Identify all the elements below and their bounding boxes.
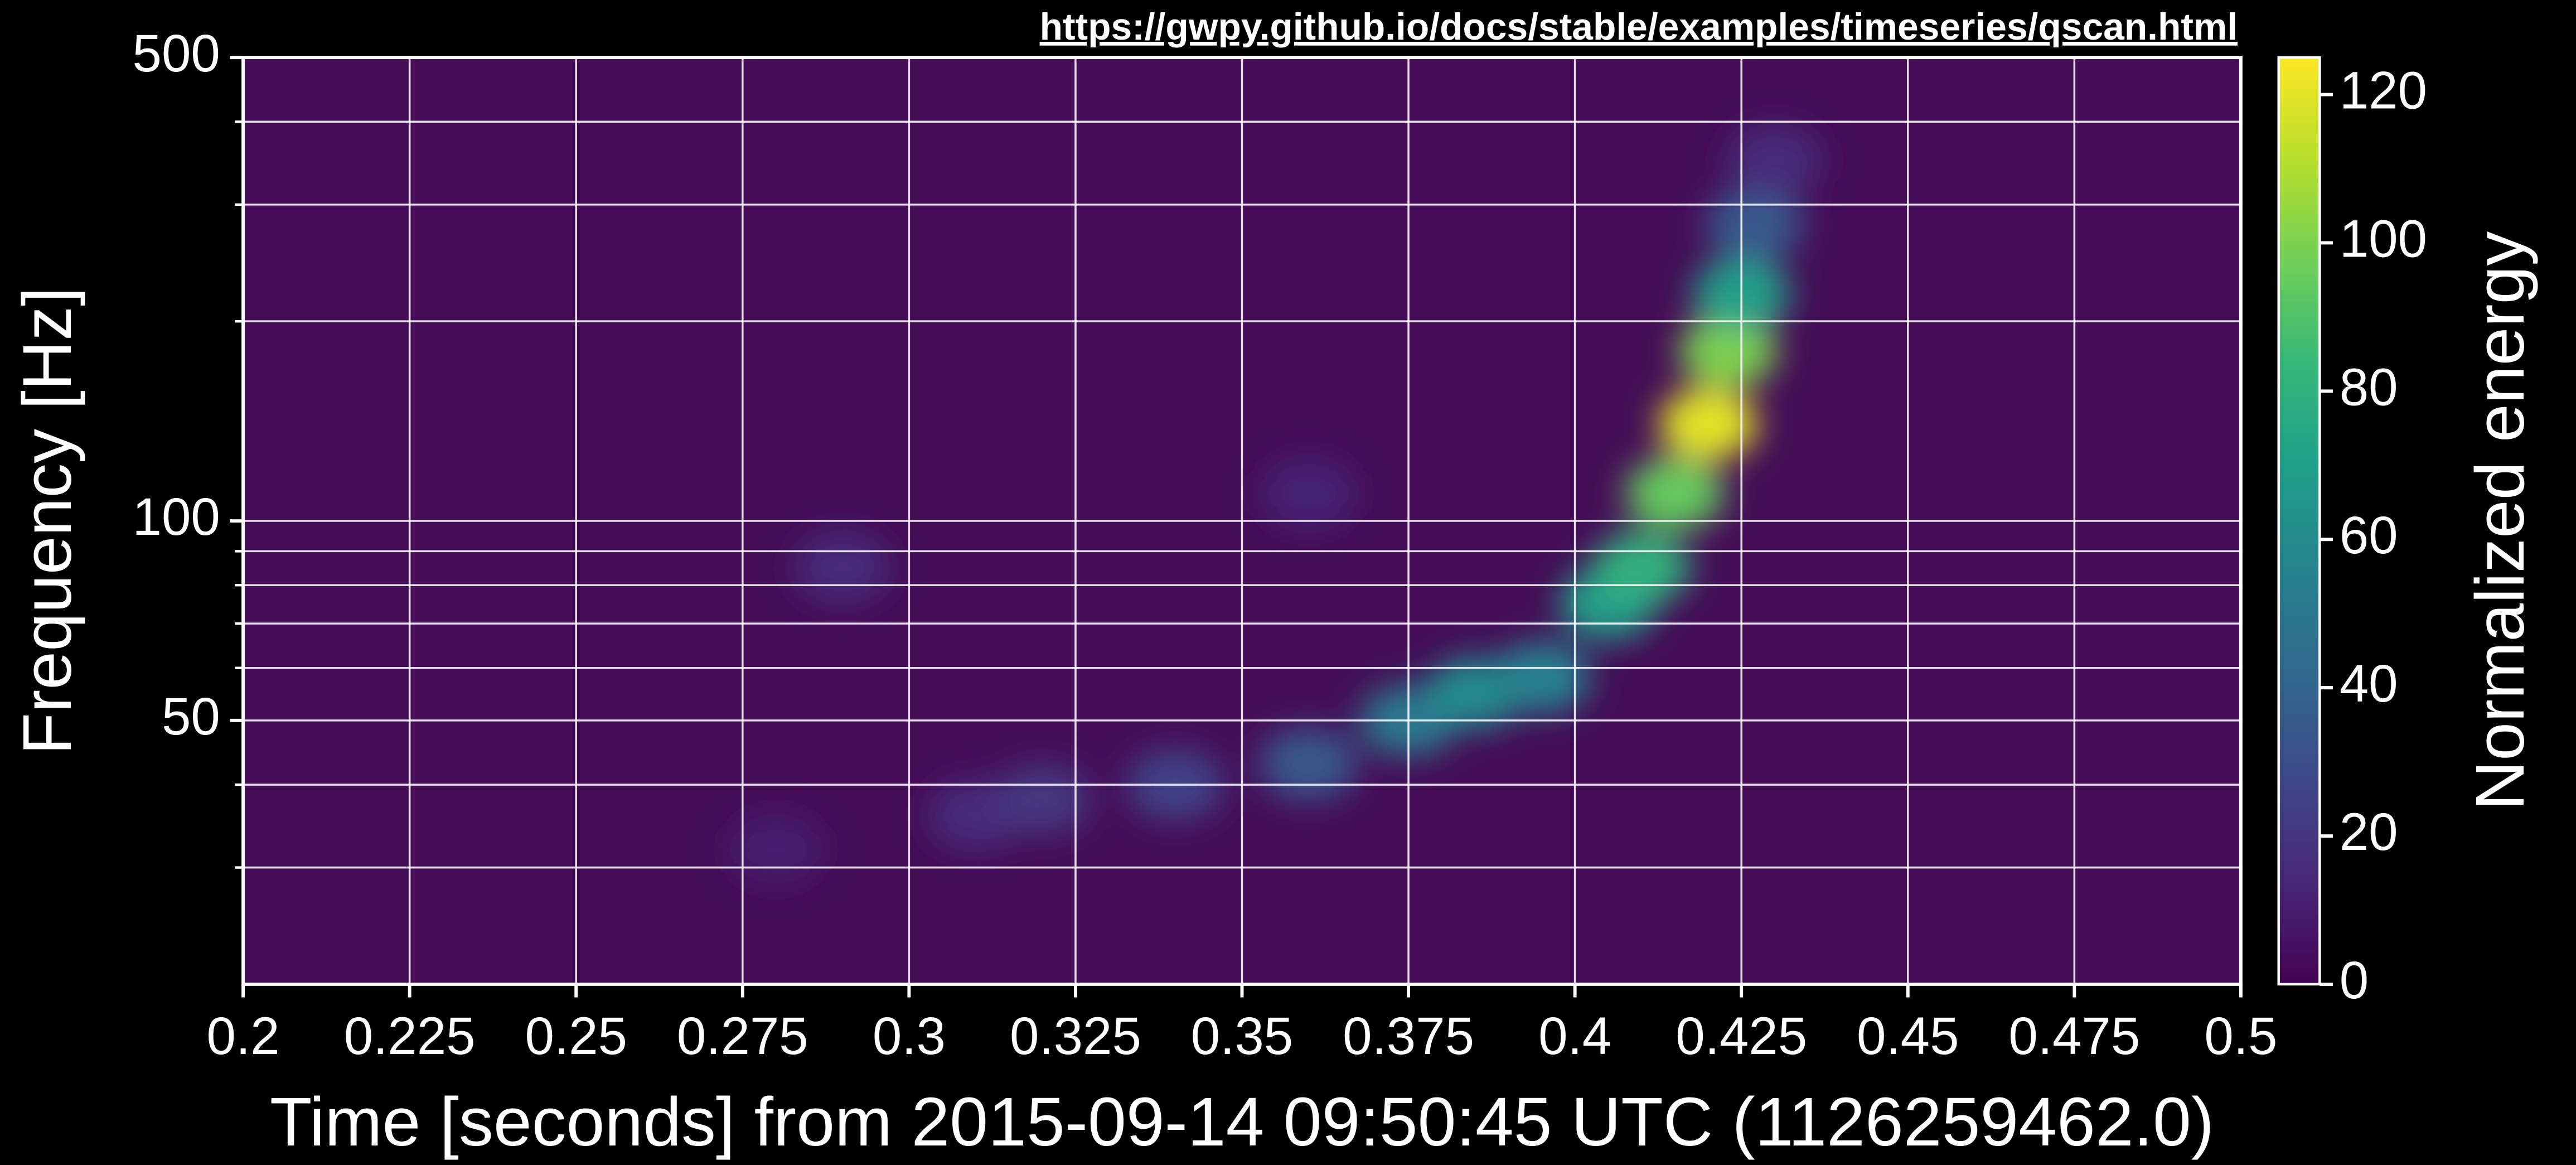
colorbar-label: Normalized energy xyxy=(2462,231,2539,811)
energy-tile xyxy=(793,531,892,604)
x-tick-label: 0.375 xyxy=(1343,1007,1474,1065)
energy-tile xyxy=(1260,457,1358,530)
energy-tile xyxy=(1592,531,1691,604)
x-tick-label: 0.325 xyxy=(1010,1007,1141,1065)
x-tick-label: 0.425 xyxy=(1676,1007,1807,1065)
y-tick-label: 50 xyxy=(162,687,220,746)
x-tick-label: 0.25 xyxy=(525,1007,627,1065)
source-url[interactable]: https://gwpy.github.io/docs/stable/examp… xyxy=(1040,6,2238,48)
x-axis-label: Time [seconds] from 2015-09-14 09:50:45 … xyxy=(270,1084,2214,1161)
x-tick-label: 0.475 xyxy=(2008,1007,2140,1065)
colorbar-tick-label: 100 xyxy=(2340,209,2427,268)
x-tick-label: 0.225 xyxy=(344,1007,476,1065)
colorbar-tick-label: 0 xyxy=(2340,951,2369,1009)
energy-tile xyxy=(1706,188,1804,261)
energy-tile xyxy=(1260,728,1358,800)
y-tick-label: 500 xyxy=(133,24,220,83)
colorbar-tick-label: 80 xyxy=(2340,357,2398,416)
x-tick-label: 0.2 xyxy=(207,1007,280,1065)
energy-tile xyxy=(1493,641,1591,714)
energy-tile xyxy=(1726,124,1824,196)
chart: https://gwpy.github.io/docs/stable/examp… xyxy=(0,0,2576,1165)
y-axis-label: Frequency [Hz] xyxy=(9,287,86,755)
x-tick-label: 0.275 xyxy=(677,1007,808,1065)
colorbar-tick-label: 20 xyxy=(2340,803,2398,861)
x-tick-label: 0.4 xyxy=(1538,1007,1611,1065)
energy-tile xyxy=(727,813,825,885)
energy-tile xyxy=(993,763,1092,836)
colorbar xyxy=(2279,57,2320,984)
colorbar-tick-label: 60 xyxy=(2340,506,2398,564)
y-tick-label: 100 xyxy=(133,487,220,546)
page: {"chart_data": { "type": "spectrogram", … xyxy=(0,0,2576,1165)
colorbar-tick-label: 40 xyxy=(2340,654,2398,713)
x-tick-label: 0.3 xyxy=(873,1007,946,1065)
x-tick-label: 0.5 xyxy=(2204,1007,2277,1065)
energy-tile xyxy=(1659,388,1757,460)
colorbar-tick-label: 120 xyxy=(2340,61,2427,120)
energy-tile xyxy=(1625,457,1724,530)
x-tick-label: 0.45 xyxy=(1857,1007,1959,1065)
x-tick-label: 0.35 xyxy=(1191,1007,1293,1065)
